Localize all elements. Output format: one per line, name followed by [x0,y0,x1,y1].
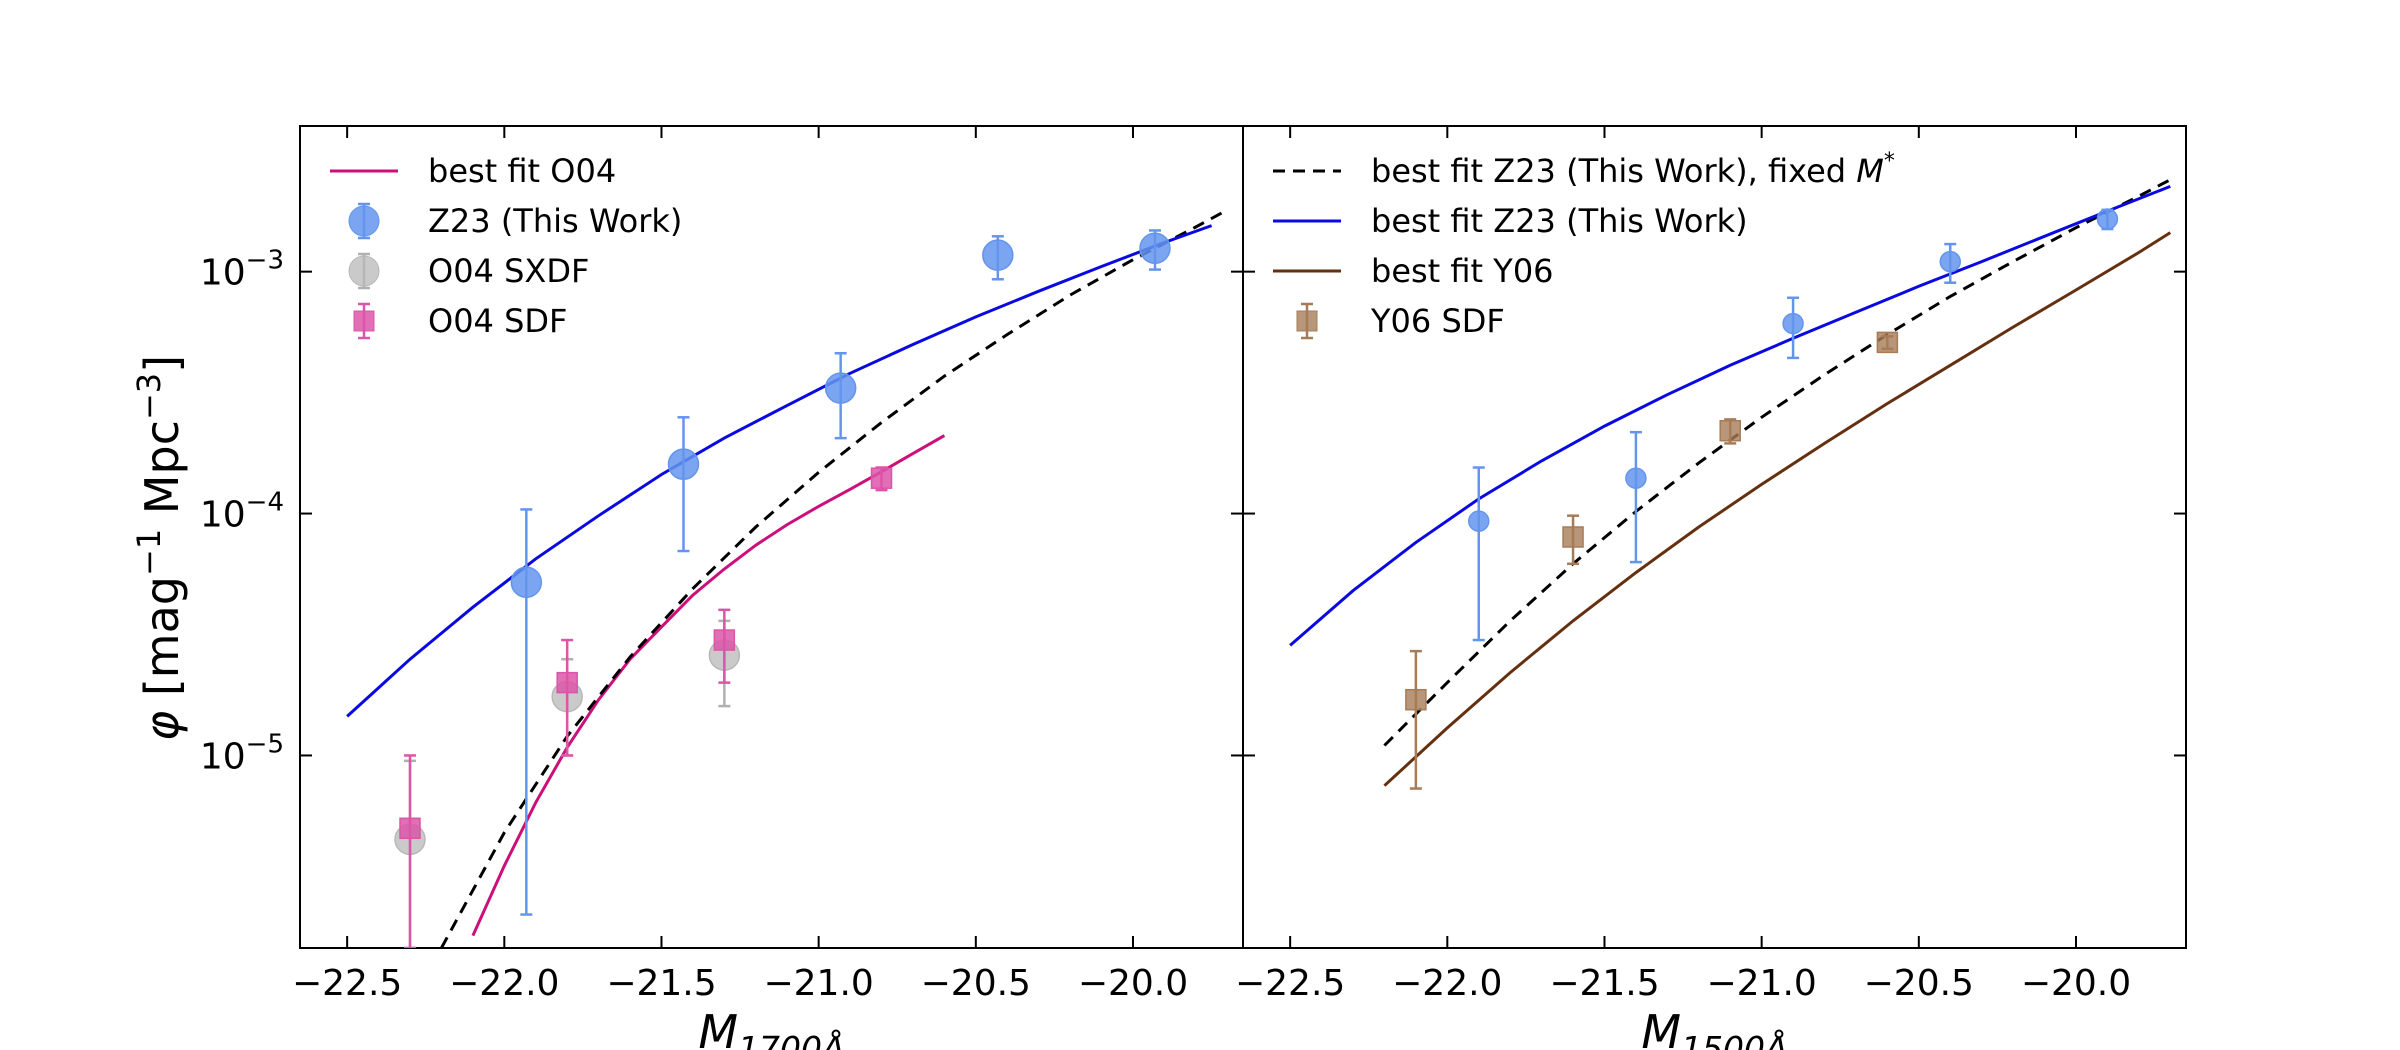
fit-line-best-fit-o04 [471,434,946,937]
data-point-o04-sdf [713,629,736,651]
x-tick-label: −22.5 [292,963,402,1004]
legend-label: best fit Y06 [1371,252,1554,290]
legend-marker-swatch [1296,310,1318,332]
fit-line-best-fit-z23-this-work-fixed-m- [1383,178,2171,747]
x-tick-label: −22.0 [449,963,559,1004]
x-tick-label: −21.0 [763,963,873,1004]
legend-label: Z23 (This Work) [428,202,682,240]
fit-line-best-fit-z23-this-work- [346,224,1213,718]
fit-line-best-fit-z23-this-work-fixed-m- [440,208,1229,948]
legend: best fit O04 Z23 (This Work) O04 SXDF O04 S… [330,152,682,340]
data-point-o04-sdf [870,467,893,489]
x-tick-label: −22.0 [1392,963,1502,1004]
y-tick-label: 10−3 [200,246,284,294]
panel-left: −22.5 −22.0 −21.5 −21.0 −20.5 −20.0 10−5 10−4 10… [200,125,1244,1050]
fit-line-best-fit-y06 [1383,231,2172,787]
legend-marker-swatch [348,255,380,287]
data-point-z23-this-work- [1625,467,1647,489]
x-tick-label: −20.0 [2021,963,2131,1004]
data-point-y06-sdf [1876,331,1899,354]
x-tick-label: −22.5 [1235,963,1345,1004]
x-axis-label: M1700Å [698,1005,844,1050]
x-tick-label: −21.5 [1549,963,1659,1004]
y-tick-label: 10−5 [200,729,284,777]
x-tick-label: −20.5 [921,963,1031,1004]
data-point-y06-sdf [1719,419,1741,442]
legend-label: best fit Z23 (This Work) [1371,202,1748,240]
legend-label: Y06 SDF [1370,302,1505,340]
x-tick-label: −21.5 [606,963,716,1004]
legend-label: best fit O04 [428,152,616,190]
data-point-z23-this-work- [1468,510,1490,532]
panel-right: −22.5 −22.0 −21.5 −21.0 −20.5 −20.0 M1500Å best… [1235,125,2187,1050]
x-axis-label: M1500Å [1641,1005,1787,1050]
x-tick-label: −21.0 [1706,963,1816,1004]
data-point-z23-this-work- [1782,312,1804,335]
data-point-z23-this-work- [2096,208,2119,230]
data-point-z23-this-work- [982,239,1014,271]
data-point-z23-this-work- [667,448,700,480]
fit-line-best-fit-z23-this-work- [1289,185,2171,647]
x-tick-label: −20.0 [1078,963,1188,1004]
data-point-y06-sdf [1562,526,1584,548]
legend-marker-swatch [348,205,380,237]
plot-area [346,208,1229,948]
y-axis-label-units: [mag−1 Mpc−3] [130,355,189,696]
legend-marker-swatch [353,310,375,332]
legend: best fit Z23 (This Work), fixed M* best f… [1273,149,1895,340]
data-point-y06-sdf [1405,688,1427,711]
axes-frame [299,125,1244,949]
plot-area [1289,178,2172,790]
data-point-o04-sdf [556,671,578,694]
data-point-o04-sdf [399,817,421,840]
data-point-z23-this-work- [510,566,543,599]
y-axis-label-symbol: φ [135,711,189,741]
data-point-z23-this-work- [824,372,857,404]
legend-label: O04 SDF [428,302,567,340]
legend-label: O04 SXDF [428,252,589,290]
data-point-z23-this-work- [1939,250,1961,273]
y-axis-label: φ [mag−1 Mpc−3] [130,355,189,741]
data-point-z23-this-work- [1139,232,1171,264]
x-tick-label: −20.5 [1864,963,1974,1004]
legend-label: best fit Z23 (This Work), fixed M* [1371,149,1895,190]
y-tick-label: 10−4 [200,488,284,536]
axes-frame [1242,125,2187,949]
